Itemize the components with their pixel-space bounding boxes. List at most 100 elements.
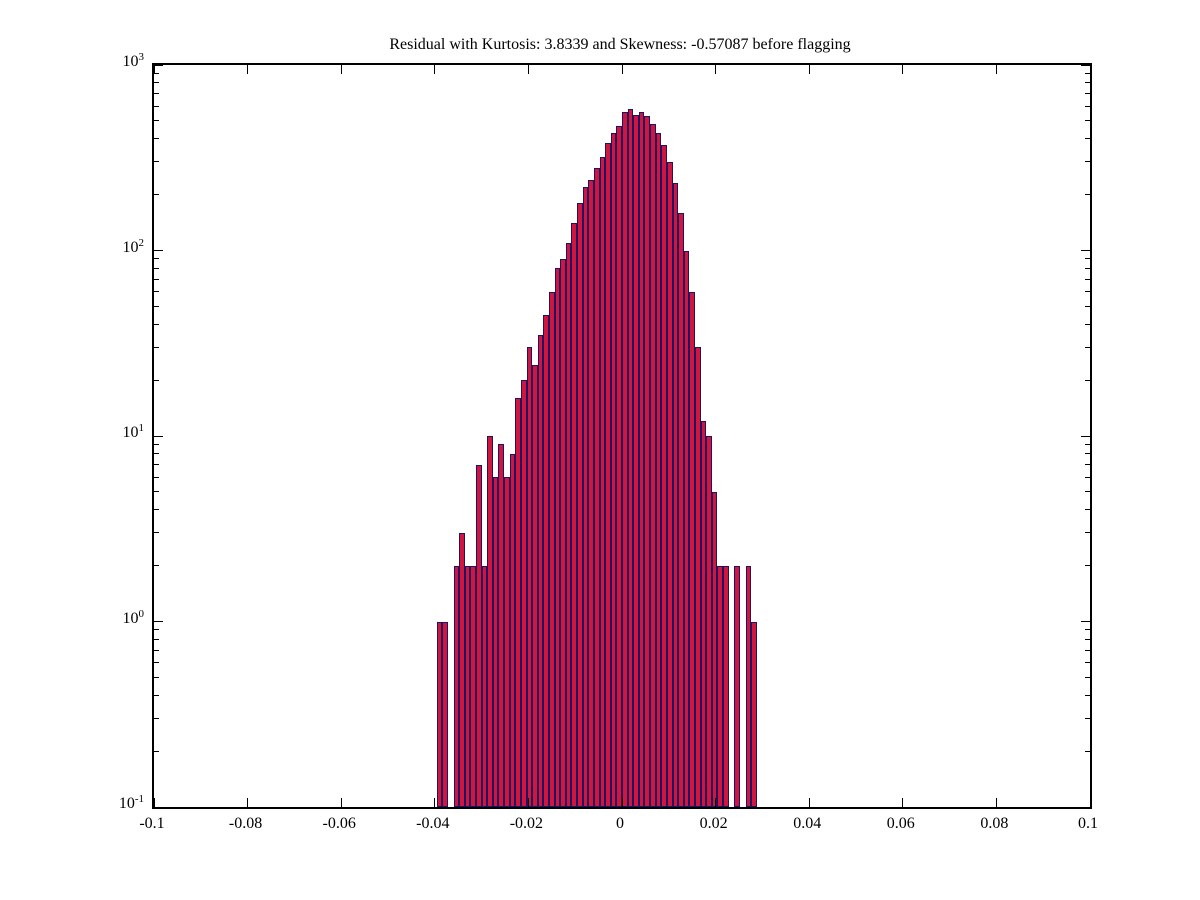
y-axis-minor-tick	[1085, 138, 1090, 140]
y-axis-minor-tick	[1085, 509, 1090, 511]
y-axis-minor-tick	[1085, 120, 1090, 122]
histogram-bar	[515, 398, 521, 807]
y-axis-minor-tick	[1085, 565, 1090, 567]
y-axis-minor-tick	[1085, 93, 1090, 95]
x-axis-tick	[247, 798, 249, 807]
x-axis-tick-label: 0.1	[1078, 815, 1098, 832]
x-axis-tick-label: -0.04	[416, 815, 450, 832]
y-axis-minor-tick	[1085, 464, 1090, 466]
y-axis-tick-label: 101	[122, 422, 145, 441]
histogram-bar	[751, 621, 757, 807]
plot-area	[152, 63, 1092, 809]
histogram-bar	[532, 365, 538, 807]
histogram-bar	[672, 183, 679, 807]
histogram-bar	[734, 565, 740, 807]
y-axis-minor-tick	[154, 443, 159, 445]
y-axis-minor-tick	[1085, 291, 1090, 293]
y-axis-minor-tick	[1085, 649, 1090, 651]
y-axis-minor-tick	[154, 491, 159, 493]
y-axis-minor-tick	[154, 638, 159, 640]
histogram-bar	[459, 532, 465, 807]
y-axis-minor-tick	[154, 694, 159, 696]
histogram-bar	[616, 125, 622, 807]
y-axis-minor-tick	[154, 453, 159, 455]
y-axis-tick-label: 100	[122, 607, 145, 627]
histogram-bar	[605, 142, 611, 807]
histogram-bar	[599, 156, 606, 807]
x-axis-tick	[527, 798, 529, 807]
x-axis-tick	[715, 65, 717, 74]
y-axis-minor-tick	[154, 105, 159, 107]
y-axis-minor-tick	[1085, 346, 1090, 348]
x-axis-tick	[621, 65, 623, 74]
y-axis-minor-tick	[154, 662, 159, 664]
x-axis-tick	[902, 65, 904, 74]
y-axis-minor-tick	[1085, 161, 1090, 163]
y-axis-minor-tick	[154, 161, 159, 163]
histogram-bar	[498, 444, 505, 807]
y-axis-minor-tick	[1085, 267, 1090, 269]
x-axis-tick	[340, 798, 342, 807]
y-axis-tick	[1081, 621, 1090, 622]
y-axis-minor-tick	[1085, 194, 1090, 196]
histogram-bar	[492, 477, 499, 807]
y-axis-minor-tick	[1085, 323, 1090, 325]
y-axis-minor-tick	[154, 379, 159, 381]
histogram-bar	[650, 124, 656, 807]
y-axis-minor-tick	[1085, 694, 1090, 696]
y-axis-minor-tick	[1085, 82, 1090, 84]
x-axis-tick-label: 0	[616, 815, 624, 832]
x-axis-tick-label: -0.06	[322, 815, 356, 832]
y-axis-minor-tick	[154, 509, 159, 511]
x-axis-tick-label: 0.08	[980, 815, 1009, 832]
y-axis-minor-tick	[154, 565, 159, 567]
y-axis-minor-tick	[1085, 629, 1090, 631]
y-axis-tick	[1081, 65, 1090, 66]
histogram-bar	[610, 132, 617, 807]
y-axis-minor-tick	[154, 717, 159, 719]
histogram-bar	[593, 167, 600, 807]
y-axis-minor-tick	[1085, 72, 1090, 74]
histogram-bar	[588, 179, 594, 807]
y-axis-tick	[1081, 435, 1090, 437]
plot-inner	[154, 65, 1090, 807]
histogram-bar	[537, 335, 544, 807]
y-axis-tick	[1081, 250, 1090, 251]
chart-title: Residual with Kurtosis: 3.8339 and Skewn…	[389, 36, 851, 53]
x-axis-tick	[808, 65, 810, 74]
histogram-bar	[554, 268, 561, 807]
y-axis-minor-tick	[1085, 476, 1090, 478]
histogram-bar	[470, 565, 476, 807]
y-axis-minor-tick	[154, 138, 159, 140]
y-axis-minor-tick	[154, 629, 159, 631]
y-axis-minor-tick	[1085, 491, 1090, 493]
x-axis-tick	[247, 65, 249, 74]
y-axis-tick-label: 10-1	[118, 793, 144, 812]
x-axis-tick	[1089, 798, 1090, 807]
histogram-bar	[723, 565, 729, 807]
y-axis-minor-tick	[1085, 105, 1090, 107]
histogram-bar	[666, 161, 673, 807]
x-axis-tick	[1089, 65, 1090, 74]
y-axis-minor-tick	[1085, 676, 1090, 678]
histogram-bar	[689, 291, 695, 807]
histogram-bar	[700, 421, 707, 807]
y-axis-minor-tick	[154, 194, 159, 196]
x-axis-tick	[902, 798, 904, 807]
histogram-bar	[504, 477, 510, 807]
histogram-bar	[509, 453, 516, 807]
y-axis-minor-tick	[154, 258, 159, 260]
histogram-bar	[582, 186, 589, 807]
y-axis-minor-tick	[154, 120, 159, 122]
x-axis-tick	[621, 798, 623, 807]
histogram-bar	[745, 565, 752, 807]
y-axis-minor-tick	[154, 72, 159, 74]
y-axis-minor-tick	[1085, 662, 1090, 664]
histogram-bar	[627, 108, 634, 807]
y-axis-minor-tick	[154, 649, 159, 651]
y-axis-tick	[154, 621, 163, 622]
y-axis-minor-tick	[1085, 750, 1090, 752]
y-axis-minor-tick	[1085, 379, 1090, 381]
histogram-bar	[464, 565, 471, 807]
y-axis-minor-tick	[1085, 638, 1090, 640]
